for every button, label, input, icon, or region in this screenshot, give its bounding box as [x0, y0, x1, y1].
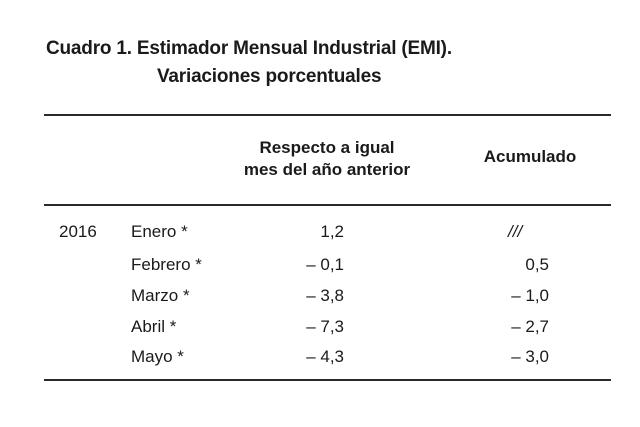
column-header-respecto: Respecto a igual mes del año anterior: [222, 137, 432, 181]
row-month: Enero *: [131, 222, 188, 241]
column-header-acumulado: Acumulado: [483, 147, 577, 166]
header-rule: [44, 204, 611, 206]
row-acumulado-value: – 3,0: [511, 347, 549, 366]
row-acumulado-value: 0,5: [525, 255, 549, 274]
row-acumulado-value: – 2,7: [511, 317, 549, 336]
row-month: Mayo *: [131, 347, 184, 366]
row-month: Febrero *: [131, 255, 202, 274]
bottom-rule: [44, 379, 611, 381]
table-row: Mayo * – 4,3 – 3,0: [0, 342, 640, 372]
table-title: Cuadro 1. Estimador Mensual Industrial (…: [46, 35, 452, 91]
row-respecto-value: – 4,3: [306, 347, 344, 366]
row-respecto-value: – 0,1: [306, 255, 344, 274]
table-row: 2016 Enero * 1,2 ///: [0, 217, 640, 247]
column-header-respecto-line2: mes del año anterior: [243, 160, 411, 179]
top-rule: [44, 114, 611, 116]
table-row: Marzo * – 3,8 – 1,0: [0, 281, 640, 311]
table-title-line1: Cuadro 1. Estimador Mensual Industrial (…: [46, 38, 452, 59]
row-year: 2016: [59, 222, 97, 241]
table-row: Febrero * – 0,1 0,5: [0, 250, 640, 280]
row-month: Marzo *: [131, 286, 190, 305]
row-respecto-value: – 3,8: [306, 286, 344, 305]
row-acumulado-value: ///: [508, 222, 523, 241]
row-respecto-value: – 7,3: [306, 317, 344, 336]
row-month: Abril *: [131, 317, 177, 336]
row-respecto-value: 1,2: [320, 222, 344, 241]
row-acumulado-value: – 1,0: [511, 286, 549, 305]
column-header-respecto-line1: Respecto a igual: [259, 138, 395, 157]
table-row: Abril * – 7,3 – 2,7: [0, 312, 640, 342]
table-title-line2: Variaciones porcentuales: [157, 66, 382, 87]
